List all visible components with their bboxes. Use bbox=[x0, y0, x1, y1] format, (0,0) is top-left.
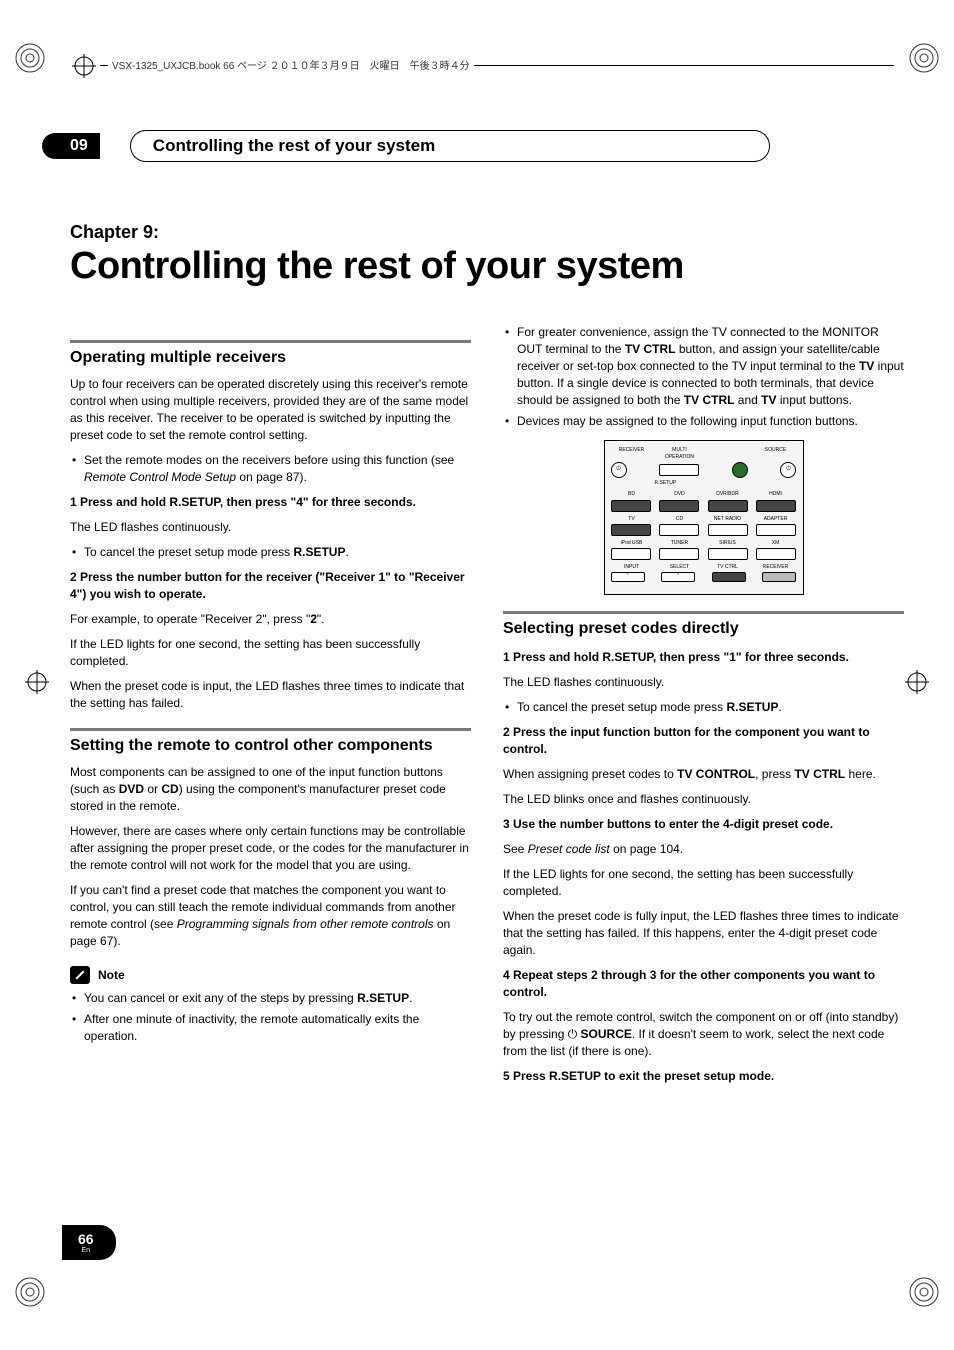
step-heading: 2 Press the input function button for th… bbox=[503, 724, 904, 758]
step-heading: 5 Press R.SETUP to exit the preset setup… bbox=[503, 1068, 904, 1085]
step-heading: 1 Press and hold R.SETUP, then press "1"… bbox=[503, 649, 904, 666]
list-item: After one minute of inactivity, the remo… bbox=[84, 1011, 471, 1045]
crop-mark-icon bbox=[904, 38, 944, 78]
step-heading: 1 Press and hold R.SETUP, then press "4"… bbox=[70, 494, 471, 511]
list-item: To cancel the preset setup mode press R.… bbox=[84, 544, 471, 561]
list-item: You can cancel or exit any of the steps … bbox=[84, 990, 471, 1007]
chapter-running-title: Controlling the rest of your system bbox=[130, 130, 770, 162]
list-item: To cancel the preset setup mode press R.… bbox=[517, 699, 904, 716]
section-heading: Setting the remote to control other comp… bbox=[70, 728, 471, 758]
body-text: If the LED lights for one second, the se… bbox=[503, 866, 904, 900]
body-text: When assigning preset codes to TV CONTRO… bbox=[503, 766, 904, 783]
body-text: The LED blinks once and flashes continuo… bbox=[503, 791, 904, 808]
chapter-label: Chapter 9: bbox=[70, 222, 904, 243]
body-text: See Preset code list on page 104. bbox=[503, 841, 904, 858]
body-text: If the LED lights for one second, the se… bbox=[70, 636, 471, 670]
power-icon: ⏻ bbox=[780, 462, 796, 478]
body-text: For example, to operate "Receiver 2", pr… bbox=[70, 611, 471, 628]
body-text: If you can't find a preset code that mat… bbox=[70, 882, 471, 950]
registration-mark-icon bbox=[25, 670, 49, 699]
body-text: When the preset code is input, the LED f… bbox=[70, 678, 471, 712]
body-text: To try out the remote control, switch th… bbox=[503, 1009, 904, 1060]
crop-mark-icon bbox=[10, 1272, 50, 1312]
page-number: 66 bbox=[78, 1231, 94, 1247]
registration-mark-icon bbox=[905, 670, 929, 699]
page-lang: En bbox=[78, 1247, 94, 1254]
section-heading: Selecting preset codes directly bbox=[503, 611, 904, 641]
body-text: Most components can be assigned to one o… bbox=[70, 764, 471, 815]
remote-diagram: RECEIVER MULTI OPERATION SOURCE ⏻ ⏻ R.SE… bbox=[604, 440, 804, 595]
page-number-badge: 66 En bbox=[62, 1225, 116, 1260]
chapter-number-badge: 09 bbox=[42, 133, 100, 159]
crop-mark-icon bbox=[904, 1272, 944, 1312]
list-item: For greater convenience, assign the TV c… bbox=[517, 324, 904, 409]
right-column: For greater convenience, assign the TV c… bbox=[503, 324, 904, 1093]
chapter-title: Controlling the rest of your system bbox=[70, 245, 904, 288]
body-text: However, there are cases where only cert… bbox=[70, 823, 471, 874]
list-item: Devices may be assigned to the following… bbox=[517, 413, 904, 430]
body-text: The LED flashes continuously. bbox=[70, 519, 471, 536]
step-heading: 3 Use the number buttons to enter the 4-… bbox=[503, 816, 904, 833]
note-label: Note bbox=[98, 967, 125, 984]
note-icon bbox=[70, 966, 90, 984]
body-text: Up to four receivers can be operated dis… bbox=[70, 376, 471, 444]
running-header: VSX-1325_UXJCB.book 66 ページ ２０１０年３月９日 火曜日… bbox=[108, 57, 474, 72]
section-heading: Operating multiple receivers bbox=[70, 340, 471, 370]
body-text: The LED flashes continuously. bbox=[503, 674, 904, 691]
registration-mark-icon bbox=[72, 54, 96, 83]
list-item: Set the remote modes on the receivers be… bbox=[84, 452, 471, 486]
left-column: Operating multiple receivers Up to four … bbox=[70, 324, 471, 1093]
power-icon: ⏻ bbox=[611, 462, 627, 478]
crop-mark-icon bbox=[10, 38, 50, 78]
step-heading: 2 Press the number button for the receiv… bbox=[70, 569, 471, 603]
step-heading: 4 Repeat steps 2 through 3 for the other… bbox=[503, 967, 904, 1001]
body-text: When the preset code is fully input, the… bbox=[503, 908, 904, 959]
